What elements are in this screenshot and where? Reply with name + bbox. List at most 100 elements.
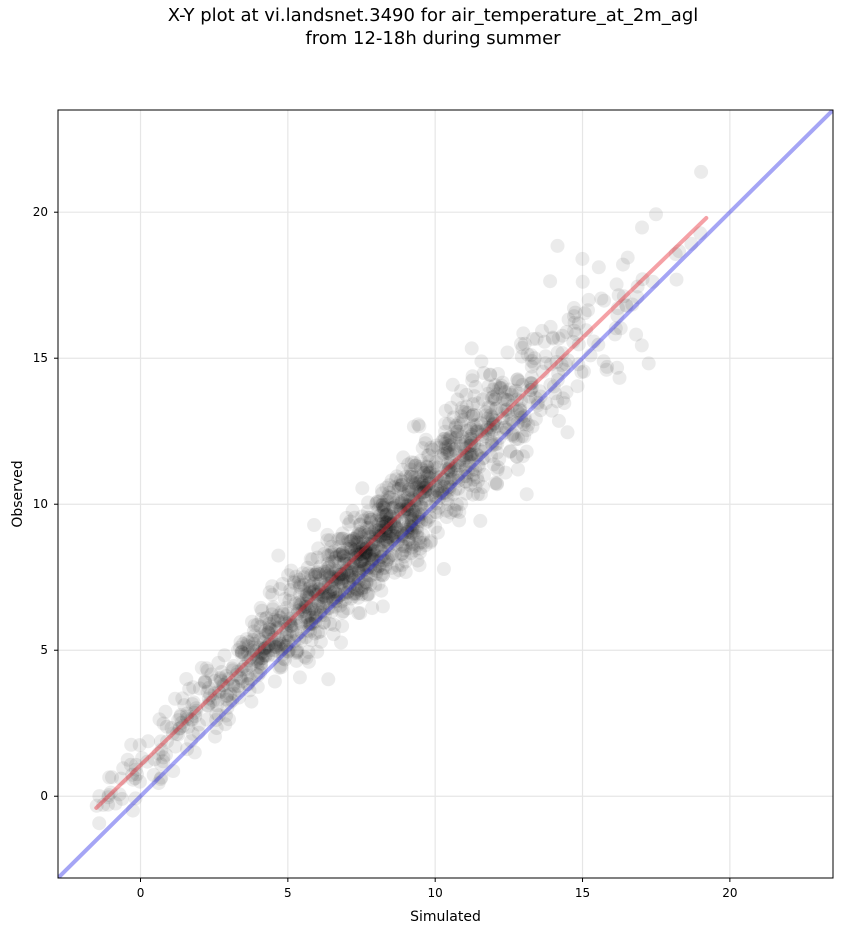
scatter-point bbox=[259, 611, 273, 626]
scatter-point bbox=[226, 677, 241, 692]
scatter-point bbox=[359, 575, 374, 590]
scatter-point bbox=[153, 734, 168, 749]
scatter-point bbox=[426, 485, 441, 500]
scatter-point bbox=[390, 558, 405, 573]
scatter-point bbox=[519, 487, 534, 502]
scatter-point bbox=[179, 672, 194, 686]
scatter-point bbox=[363, 548, 377, 563]
scatter-point bbox=[388, 520, 403, 535]
scatter-point bbox=[463, 477, 478, 492]
scatter-point bbox=[418, 515, 433, 530]
scatter-point bbox=[272, 582, 287, 596]
scatter-point bbox=[416, 480, 431, 495]
scatter-point bbox=[336, 577, 351, 592]
scatter-point bbox=[446, 487, 461, 502]
scatter-point bbox=[375, 486, 390, 501]
scatter-point bbox=[186, 680, 201, 695]
scatter-point bbox=[550, 345, 565, 360]
scatter-point bbox=[459, 387, 474, 402]
scatter-point bbox=[377, 520, 391, 534]
scatter-point bbox=[311, 592, 326, 607]
scatter-point bbox=[321, 672, 336, 687]
scatter-point bbox=[524, 376, 539, 391]
scatter-point bbox=[254, 651, 269, 666]
scatter-point bbox=[147, 752, 162, 767]
scatter-point bbox=[559, 357, 573, 372]
scatter-point bbox=[483, 400, 498, 415]
scatter-point bbox=[276, 638, 291, 653]
scatter-point bbox=[321, 576, 336, 591]
scatter-point bbox=[397, 514, 412, 528]
scatter-point bbox=[366, 551, 381, 566]
scatter-point bbox=[282, 614, 297, 629]
scatter-point bbox=[445, 377, 460, 392]
scatter-point bbox=[234, 662, 249, 677]
scatter-point bbox=[404, 541, 419, 556]
scatter-point bbox=[325, 574, 340, 589]
scatter-point bbox=[407, 511, 421, 526]
scatter-point bbox=[357, 546, 371, 561]
scatter-point bbox=[350, 545, 365, 560]
scatter-point bbox=[352, 563, 366, 578]
scatter-point bbox=[372, 494, 387, 509]
scatter-point bbox=[571, 337, 586, 352]
scatter-point bbox=[173, 709, 188, 724]
scatter-point bbox=[279, 638, 294, 653]
scatter-point bbox=[440, 445, 454, 460]
scatter-point bbox=[394, 477, 409, 492]
scatter-point bbox=[153, 772, 168, 786]
scatter-point bbox=[496, 391, 510, 406]
scatter-point bbox=[395, 516, 410, 531]
scatter-point bbox=[498, 403, 513, 418]
scatter-point bbox=[512, 403, 527, 418]
scatter-point bbox=[462, 447, 477, 462]
scatter-point bbox=[568, 305, 583, 320]
chart-subtitle: from 12-18h during summer bbox=[305, 28, 561, 49]
scatter-point bbox=[340, 585, 355, 600]
scatter-point bbox=[212, 685, 227, 700]
scatter-point bbox=[356, 541, 371, 556]
scatter-point bbox=[451, 473, 466, 488]
scatter-point bbox=[407, 523, 422, 538]
scatter-point bbox=[352, 554, 367, 569]
scatter-point bbox=[329, 549, 344, 564]
scatter-point bbox=[310, 565, 325, 579]
scatter-point bbox=[381, 550, 396, 565]
scatter-point bbox=[480, 420, 495, 435]
scatter-point bbox=[496, 425, 511, 440]
scatter-point bbox=[460, 465, 475, 480]
scatter-point bbox=[328, 591, 343, 606]
scatter-point bbox=[368, 561, 383, 576]
scatter-point bbox=[299, 591, 314, 606]
scatter-point bbox=[466, 472, 481, 487]
scatter-point bbox=[357, 562, 372, 577]
scatter-point bbox=[360, 586, 375, 601]
scatter-point bbox=[441, 445, 456, 460]
scatter-point bbox=[448, 441, 462, 456]
scatter-point bbox=[465, 427, 479, 442]
scatter-point bbox=[353, 544, 367, 559]
scatter-point bbox=[255, 651, 270, 666]
scatter-point bbox=[599, 362, 614, 377]
scatter-point bbox=[401, 518, 416, 533]
scatter-point bbox=[368, 578, 383, 593]
scatter-point bbox=[270, 644, 285, 659]
scatter-point bbox=[438, 424, 453, 439]
scatter-point bbox=[376, 534, 391, 549]
scatter-point bbox=[140, 754, 155, 769]
scatter-point bbox=[184, 712, 199, 727]
scatter-point bbox=[465, 462, 480, 477]
scatter-point bbox=[344, 559, 359, 573]
scatter-point bbox=[486, 416, 501, 431]
scatter-point bbox=[377, 498, 392, 512]
scatter-point bbox=[327, 544, 342, 559]
scatter-point bbox=[376, 500, 391, 515]
scatter-point bbox=[309, 607, 324, 622]
scatter-point bbox=[329, 587, 344, 602]
scatter-point bbox=[302, 585, 317, 600]
scatter-point bbox=[368, 534, 383, 549]
scatter-point bbox=[353, 606, 368, 621]
scatter-point bbox=[253, 633, 267, 647]
scatter-point bbox=[346, 557, 361, 572]
scatter-point bbox=[229, 667, 244, 682]
